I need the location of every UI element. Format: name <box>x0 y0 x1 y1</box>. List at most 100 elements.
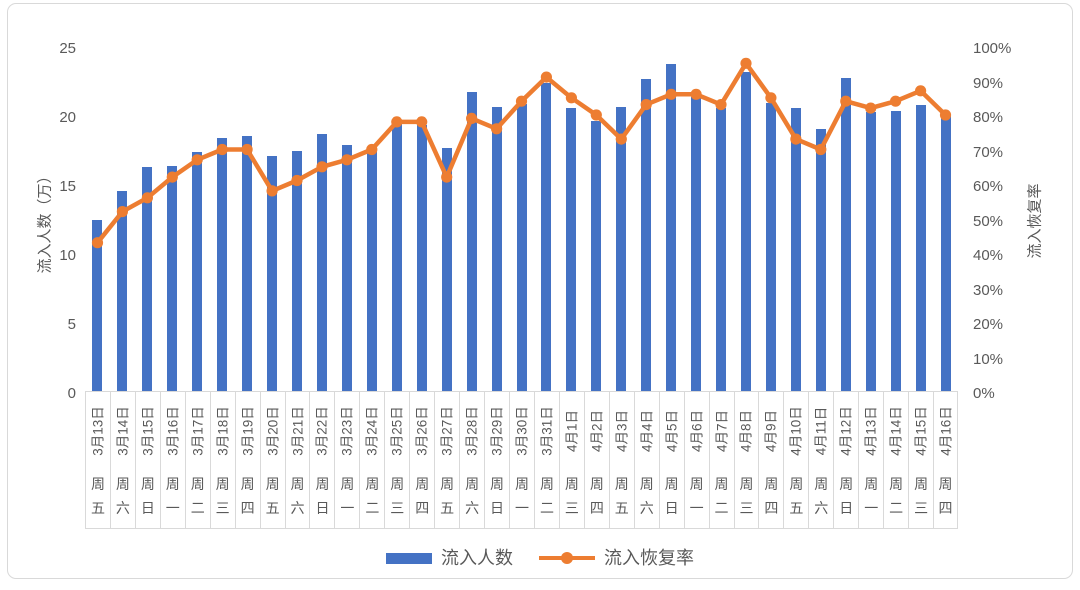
line-swatch-marker-icon <box>561 552 573 564</box>
x-label-cell: 3月29日周日 <box>484 392 510 529</box>
line-marker <box>640 99 652 111</box>
bar <box>167 166 178 391</box>
x-label-date: 3月27日 <box>439 406 455 456</box>
x-label-weekday: 周三 <box>564 476 579 516</box>
x-label-weekday: 周六 <box>465 476 480 516</box>
x-label-date: 3月22日 <box>314 406 330 456</box>
line-marker <box>740 57 752 69</box>
x-label-cell: 3月20日周五 <box>259 392 285 529</box>
x-label-cell: 4月11日周六 <box>808 392 834 529</box>
x-label-cell: 3月16日周一 <box>159 392 185 529</box>
bar <box>341 145 352 391</box>
x-label-cell: 4月5日周日 <box>658 392 684 529</box>
x-label-cell: 4月1日周三 <box>558 392 584 529</box>
bar <box>416 124 427 391</box>
x-label-weekday: 周一 <box>689 476 704 516</box>
x-label-cell: 4月13日周一 <box>858 392 884 529</box>
x-label-weekday: 周五 <box>90 476 105 516</box>
x-label-cell: 4月6日周一 <box>683 392 709 529</box>
bar <box>616 106 627 391</box>
x-label-cell: 4月8日周三 <box>733 392 759 529</box>
line-marker <box>665 88 677 100</box>
x-label-date: 4月7日 <box>714 409 730 453</box>
x-label-weekday: 周六 <box>639 476 654 516</box>
x-label-weekday: 周二 <box>190 476 205 516</box>
x-label-weekday: 周三 <box>215 476 230 516</box>
x-label-date: 4月3日 <box>614 409 630 453</box>
x-label-cell: 4月10日周五 <box>783 392 809 529</box>
bar <box>591 120 602 391</box>
x-label-weekday: 周三 <box>914 476 929 516</box>
x-label-cell: 3月14日周六 <box>109 392 135 529</box>
line-marker <box>915 85 927 97</box>
x-label-weekday: 周日 <box>315 476 330 516</box>
left-tick-label: 15 <box>59 178 76 195</box>
bar <box>641 79 652 391</box>
bar <box>915 105 926 391</box>
bar <box>516 103 527 391</box>
x-label-cell: 3月25日周三 <box>384 392 410 529</box>
line-marker <box>765 92 777 104</box>
right-tick-label: 60% <box>973 178 1004 195</box>
x-label-weekday: 周四 <box>415 476 430 516</box>
left-tick-label: 25 <box>59 40 76 57</box>
x-label-weekday: 周一 <box>165 476 180 516</box>
legend: 流入人数 流入恢复率 <box>8 546 1072 570</box>
line-marker <box>690 88 702 100</box>
x-label-weekday: 周二 <box>539 476 554 516</box>
line-marker <box>466 112 478 124</box>
x-label-date: 4月10日 <box>788 406 804 456</box>
x-label-weekday: 周四 <box>589 476 604 516</box>
bar <box>765 102 776 391</box>
x-label-date: 4月1日 <box>564 409 580 453</box>
line-marker <box>865 102 877 114</box>
bar <box>716 108 727 391</box>
x-label-date: 4月6日 <box>689 409 705 453</box>
right-tick-label: 50% <box>973 212 1004 230</box>
x-label-cell: 3月28日周六 <box>459 392 485 529</box>
x-label-date: 4月4日 <box>639 409 655 453</box>
x-label-date: 3月23日 <box>339 406 355 456</box>
x-label-cell: 4月3日周五 <box>608 392 634 529</box>
x-label-weekday: 周日 <box>664 476 679 516</box>
x-label-cell: 3月24日周二 <box>359 392 385 529</box>
bar <box>391 123 402 391</box>
right-tick-label: 90% <box>973 74 1004 92</box>
line-marker <box>316 161 328 173</box>
bar <box>491 106 502 391</box>
x-label-weekday: 周二 <box>714 476 729 516</box>
right-tick-label: 30% <box>973 281 1004 299</box>
x-label-date: 4月5日 <box>664 409 680 453</box>
line-marker <box>615 133 627 145</box>
left-tick-label: 5 <box>67 316 76 333</box>
x-label-cell: 4月15日周三 <box>908 392 934 529</box>
line-marker <box>441 171 453 183</box>
x-label-date: 3月26日 <box>414 406 430 456</box>
bar <box>666 63 677 391</box>
x-label-weekday: 周二 <box>889 476 904 516</box>
right-tick-label: 40% <box>973 247 1004 264</box>
legend-item-line-series: 流入恢复率 <box>539 546 694 570</box>
bar <box>840 77 851 391</box>
line-marker <box>291 174 303 187</box>
x-label-date: 3月31日 <box>539 406 555 456</box>
x-label-weekday: 周三 <box>739 476 754 516</box>
bar <box>890 110 901 391</box>
bar <box>441 148 452 391</box>
right-tick-label: 20% <box>973 316 1004 333</box>
bar <box>316 134 327 391</box>
left-tick-label: 20 <box>59 109 76 126</box>
x-label-weekday: 周四 <box>240 476 255 516</box>
bar <box>92 219 103 391</box>
x-label-weekday: 周一 <box>514 476 529 516</box>
x-label-cell: 4月9日周四 <box>758 392 784 529</box>
line-marker <box>565 92 577 104</box>
x-label-cell: 4月2日周四 <box>583 392 609 529</box>
line-marker <box>590 109 602 121</box>
x-label-cell: 4月4日周六 <box>633 392 659 529</box>
x-label-date: 3月18日 <box>215 406 231 456</box>
line-marker <box>815 143 827 156</box>
x-label-cell: 3月30日周一 <box>509 392 534 529</box>
line-marker <box>241 143 253 156</box>
